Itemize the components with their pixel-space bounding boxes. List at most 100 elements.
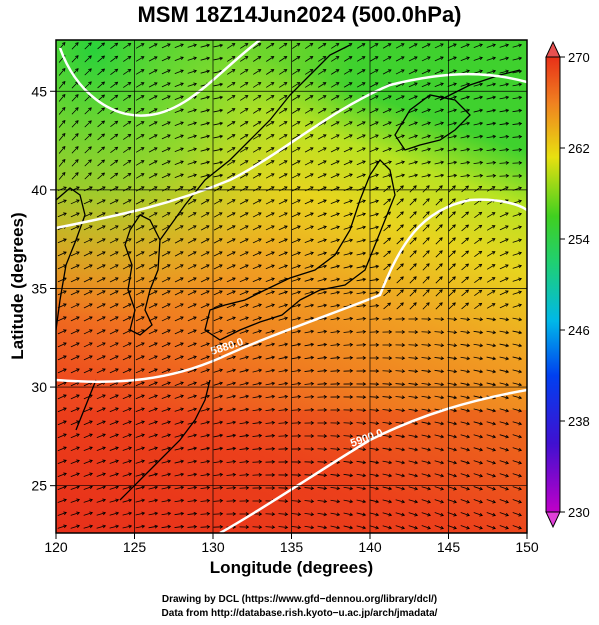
wind-vector bbox=[486, 135, 496, 139]
wind-vector-head bbox=[375, 525, 380, 530]
wind-vector-head bbox=[427, 382, 432, 387]
wind-vector bbox=[330, 344, 340, 346]
wind-vector-head bbox=[361, 56, 366, 60]
wind-vector-head bbox=[284, 525, 289, 530]
wind-vector bbox=[109, 342, 119, 348]
wind-vector-head bbox=[492, 486, 496, 491]
wind-vector bbox=[213, 303, 223, 309]
wind-vector-head bbox=[219, 329, 223, 333]
wind-vector-head bbox=[218, 238, 223, 242]
wind-vector bbox=[512, 486, 522, 490]
wind-vector bbox=[447, 148, 457, 152]
wind-vector bbox=[460, 460, 470, 464]
wind-vector bbox=[200, 369, 210, 373]
wind-vector-head bbox=[427, 330, 432, 335]
wind-vector bbox=[474, 225, 482, 231]
wind-vector-head bbox=[518, 251, 523, 256]
wind-vector-head bbox=[115, 472, 120, 477]
wind-vector bbox=[278, 343, 288, 347]
wind-vector bbox=[434, 447, 444, 451]
wind-vector bbox=[213, 434, 223, 438]
wind-vector-head bbox=[193, 433, 198, 438]
wind-vector bbox=[278, 108, 288, 114]
wind-vector bbox=[291, 343, 301, 347]
wind-vector bbox=[83, 225, 93, 231]
wind-vector-head bbox=[479, 434, 484, 439]
wind-vector-head bbox=[141, 420, 145, 425]
wind-vector-head bbox=[362, 329, 367, 334]
wind-vector-head bbox=[193, 381, 197, 386]
wind-vector bbox=[460, 408, 470, 412]
wind-vector-head bbox=[336, 277, 341, 282]
wind-vector bbox=[252, 134, 262, 140]
wind-vector bbox=[291, 147, 301, 153]
wind-vector bbox=[512, 149, 522, 151]
wind-vector bbox=[265, 108, 275, 114]
wind-vector bbox=[252, 343, 262, 347]
wind-vector-head bbox=[115, 329, 119, 333]
wind-vector bbox=[512, 44, 522, 48]
wind-vector bbox=[461, 185, 469, 193]
wind-vector-head bbox=[310, 342, 315, 347]
wind-vector bbox=[200, 264, 210, 270]
wind-vector bbox=[447, 434, 457, 438]
wind-vector-head bbox=[349, 473, 354, 478]
wind-vector-head bbox=[478, 263, 483, 268]
wind-vector bbox=[109, 460, 119, 464]
wind-vector-head bbox=[192, 186, 197, 190]
wind-vector bbox=[200, 526, 210, 528]
wind-vector-head bbox=[179, 212, 184, 216]
wind-vector bbox=[369, 56, 379, 62]
wind-vector-head bbox=[505, 277, 509, 281]
wind-vector bbox=[473, 473, 483, 477]
wind-vector bbox=[109, 251, 119, 257]
wind-vector-head bbox=[427, 434, 432, 439]
wind-vector bbox=[461, 237, 469, 245]
wind-vector bbox=[499, 486, 509, 490]
wind-vector bbox=[447, 109, 457, 113]
wind-vector bbox=[278, 526, 288, 528]
wind-vector bbox=[213, 277, 223, 283]
wind-vector-head bbox=[271, 329, 276, 334]
wind-vector-head bbox=[284, 460, 289, 464]
wind-vector-head bbox=[271, 446, 276, 451]
wind-vector-head bbox=[153, 56, 158, 60]
wind-vector bbox=[213, 447, 223, 451]
wind-vector-head bbox=[219, 394, 224, 399]
wind-vector-head bbox=[492, 473, 497, 478]
wind-vector bbox=[240, 82, 248, 88]
wind-vector bbox=[330, 226, 340, 230]
wind-vector bbox=[187, 277, 197, 283]
wind-vector-head bbox=[102, 368, 106, 372]
wind-vector bbox=[58, 81, 66, 89]
wind-vector-head bbox=[179, 264, 184, 268]
wind-vector bbox=[174, 447, 184, 451]
wind-vector bbox=[84, 42, 92, 50]
wind-vector bbox=[343, 512, 353, 516]
wind-vector-head bbox=[349, 199, 353, 204]
wind-vector bbox=[486, 96, 496, 100]
wind-vector bbox=[161, 486, 171, 490]
wind-vector-head bbox=[349, 290, 354, 295]
wind-vector bbox=[356, 512, 366, 516]
wind-vector-head bbox=[349, 264, 354, 269]
wind-vector bbox=[96, 316, 106, 322]
wind-vector bbox=[187, 44, 197, 48]
wind-vector bbox=[343, 134, 353, 140]
wind-vector bbox=[422, 211, 430, 219]
wind-vector-head bbox=[426, 302, 430, 306]
wind-vector bbox=[421, 357, 431, 359]
wind-vector bbox=[435, 224, 443, 232]
wind-vector-head bbox=[61, 132, 66, 137]
wind-vector bbox=[317, 291, 327, 295]
wind-vector-head bbox=[89, 329, 93, 333]
wind-vector-head bbox=[297, 225, 301, 229]
wind-vector-head bbox=[102, 225, 106, 229]
wind-vector-head bbox=[466, 473, 471, 478]
wind-vector-head bbox=[492, 512, 496, 517]
wind-vector-head bbox=[180, 303, 184, 307]
wind-vector-head bbox=[323, 251, 328, 256]
wind-vector bbox=[187, 148, 197, 152]
wind-vector-head bbox=[180, 446, 185, 451]
wind-vector bbox=[109, 264, 119, 270]
